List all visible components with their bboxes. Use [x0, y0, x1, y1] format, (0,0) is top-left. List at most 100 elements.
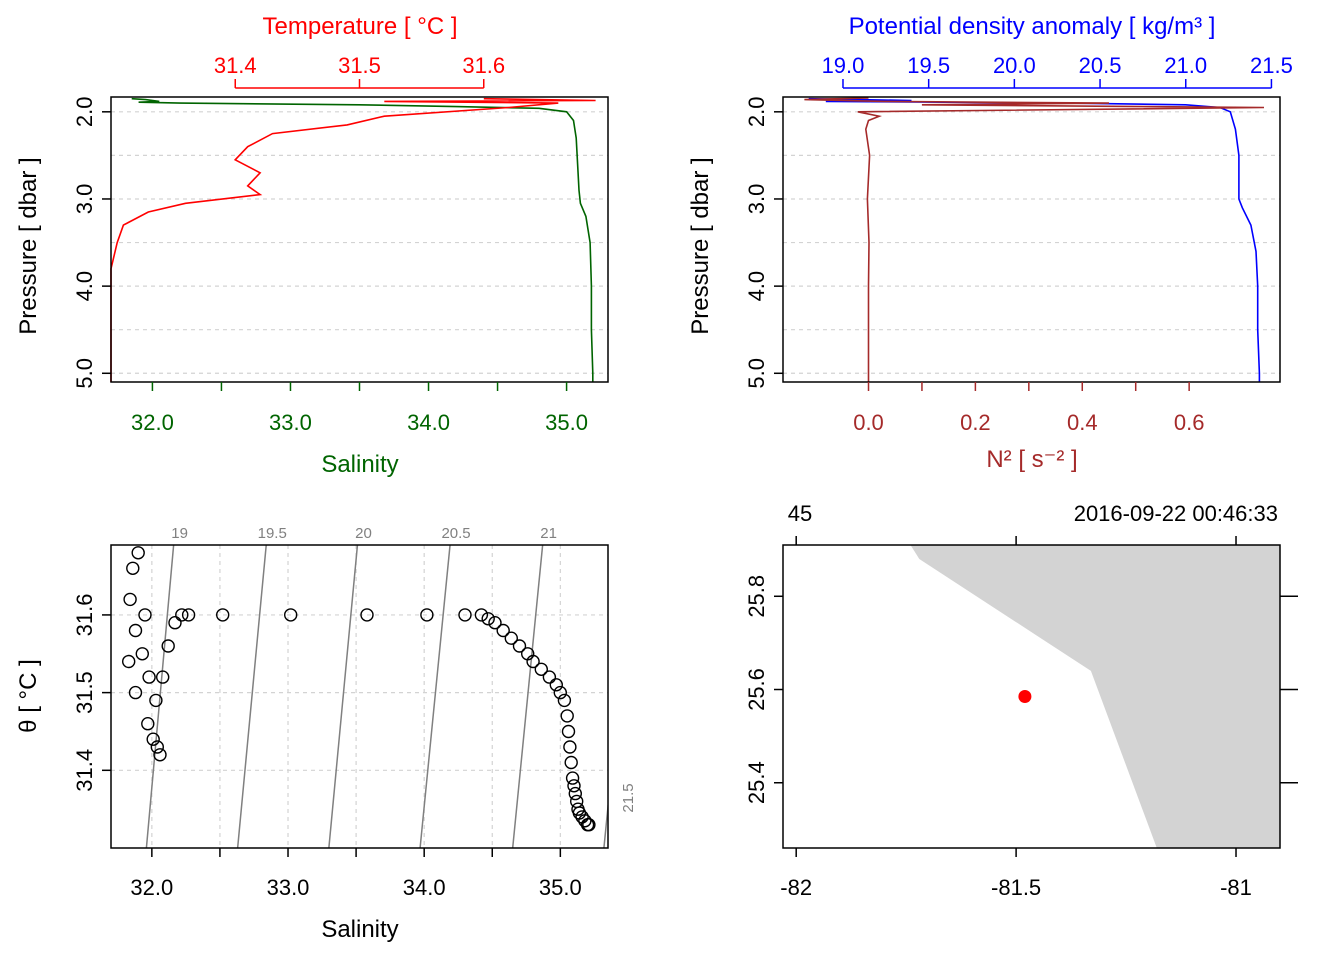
ts-point — [215, 608, 230, 622]
ts-point — [560, 709, 574, 723]
ts-point — [564, 755, 578, 770]
density-tick-label: 20.0 — [993, 53, 1036, 78]
y-tick-label: 5.0 — [72, 358, 97, 389]
ts-point — [149, 693, 163, 708]
ts-point — [568, 786, 582, 801]
longitude-tick-label: -82 — [780, 875, 812, 900]
ts-point — [549, 678, 563, 692]
station-time-label: 2016-09-22 00:46:33 — [1074, 501, 1278, 526]
temperature-profile-line — [110, 97, 596, 382]
ts-point — [168, 616, 182, 630]
salinity-tick-label: 35.0 — [545, 410, 588, 435]
n2-tick-label: 0.4 — [1067, 410, 1098, 435]
y-tick-label: 31.6 — [72, 594, 97, 637]
n2-axis-title: N² [ s⁻² ] — [986, 446, 1077, 473]
ts-point — [481, 612, 495, 626]
theta-axis-title: θ [ °C ] — [15, 659, 42, 733]
ts-point — [561, 724, 576, 739]
isopycnal-label: 21 — [540, 525, 557, 542]
x-tick-label: 35.0 — [539, 875, 582, 900]
temperature-axis-title: Temperature [ °C ] — [263, 13, 458, 40]
density-tick-label: 21.0 — [1164, 53, 1207, 78]
ts-point — [175, 608, 189, 622]
pressure-axis-title: Pressure [ dbar ] — [15, 157, 42, 334]
isopycnal-label: 21.5 — [620, 783, 637, 812]
ts-point — [488, 616, 502, 630]
plot-frame — [782, 544, 1281, 849]
temperature-tick-label: 31.6 — [462, 53, 505, 78]
density-axis-title: Potential density anomaly [ kg/m³ ] — [849, 13, 1216, 40]
y-tick-label: 3.0 — [744, 184, 769, 215]
station-number-label: 45 — [788, 501, 812, 526]
ts-point — [150, 740, 165, 754]
salinity-profile-line — [131, 97, 594, 382]
ts-point — [563, 740, 577, 754]
n2-profile-line — [804, 97, 1265, 382]
station-marker — [1018, 690, 1032, 703]
density-n2-panel: Potential density anomaly [ kg/m³ ] N² [… — [687, 13, 1293, 473]
y-tick-label: 5.0 — [744, 358, 769, 389]
ts-point — [474, 608, 489, 622]
isopycnal-label: 20 — [355, 525, 372, 542]
latitude-tick-label: 25.8 — [744, 575, 769, 618]
ts-point — [123, 592, 137, 607]
ts-point — [526, 654, 540, 669]
longitude-tick-label: -81 — [1220, 875, 1252, 900]
ts-point — [553, 685, 567, 700]
x-tick-label: 34.0 — [403, 875, 446, 900]
coastline-land — [910, 545, 1280, 848]
ts-point — [126, 561, 140, 575]
salinity-tick-label: 34.0 — [407, 410, 450, 435]
latitude-tick-label: 25.6 — [744, 668, 769, 711]
ts-point — [146, 732, 160, 746]
y-tick-label: 3.0 — [72, 184, 97, 215]
ts-point — [131, 546, 145, 560]
ts-point — [360, 608, 374, 622]
ts-point — [128, 623, 143, 638]
ts-point — [155, 670, 170, 684]
ts-point — [284, 608, 298, 622]
ts-point — [504, 631, 518, 645]
x-tick-label: 32.0 — [130, 875, 173, 900]
ts-point — [181, 608, 196, 622]
pressure-axis-title-right: Pressure [ dbar ] — [687, 157, 714, 334]
density-tick-label: 20.5 — [1079, 53, 1122, 78]
density-tick-label: 21.5 — [1250, 53, 1293, 78]
ts-points — [121, 546, 596, 832]
ts-point — [567, 779, 581, 793]
salinity-tick-label: 32.0 — [131, 410, 174, 435]
ts-point — [534, 662, 548, 676]
density-tick-label: 19.0 — [822, 53, 865, 78]
salinity-tick-label: 33.0 — [269, 410, 312, 435]
latitude-tick-label: 25.4 — [744, 761, 769, 804]
ts-point — [557, 693, 572, 708]
isopycnal-label: 19.5 — [258, 525, 287, 542]
density-tick-label: 19.5 — [907, 53, 950, 78]
y-tick-label: 4.0 — [72, 271, 97, 302]
ts-point — [135, 647, 150, 661]
ts-point — [458, 608, 472, 622]
ts-point — [142, 670, 156, 684]
y-tick-label: 4.0 — [744, 271, 769, 302]
ts-point — [161, 639, 175, 653]
temperature-tick-label: 31.4 — [214, 53, 257, 78]
density-profile-line — [808, 97, 1261, 382]
ts-point — [138, 608, 152, 622]
plot-frame — [782, 96, 1281, 383]
ts-salinity-axis-title: Salinity — [321, 916, 398, 943]
ts-point — [128, 685, 143, 700]
y-tick-label: 31.4 — [72, 749, 97, 792]
ts-point — [496, 623, 510, 638]
n2-tick-label: 0.6 — [1174, 410, 1205, 435]
n2-tick-label: 0.0 — [853, 410, 884, 435]
isopycnal-label: 20.5 — [441, 525, 470, 542]
temperature-tick-label: 31.5 — [338, 53, 381, 78]
ts-diagram-panel: Salinity θ [ °C ] 19 19.5 20 20.5 21 21.5 32.0… — [15, 525, 637, 943]
ts-point — [512, 639, 527, 653]
isopycnal-label: 19 — [171, 525, 188, 542]
y-tick-label: 31.5 — [72, 671, 97, 714]
salinity-axis-title: Salinity — [321, 451, 398, 478]
ts-point — [153, 748, 167, 762]
plot-frame — [110, 96, 609, 383]
x-tick-label: 33.0 — [267, 875, 310, 900]
